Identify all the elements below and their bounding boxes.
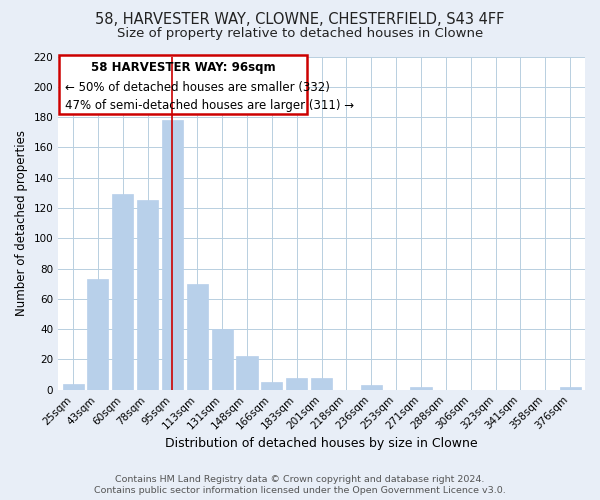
Bar <box>137 200 158 390</box>
Text: ← 50% of detached houses are smaller (332): ← 50% of detached houses are smaller (33… <box>65 81 329 94</box>
Bar <box>236 356 257 390</box>
Text: 47% of semi-detached houses are larger (311) →: 47% of semi-detached houses are larger (… <box>65 98 354 112</box>
Text: Size of property relative to detached houses in Clowne: Size of property relative to detached ho… <box>117 28 483 40</box>
Text: 58, HARVESTER WAY, CLOWNE, CHESTERFIELD, S43 4FF: 58, HARVESTER WAY, CLOWNE, CHESTERFIELD,… <box>95 12 505 28</box>
Y-axis label: Number of detached properties: Number of detached properties <box>15 130 28 316</box>
X-axis label: Distribution of detached houses by size in Clowne: Distribution of detached houses by size … <box>165 437 478 450</box>
Bar <box>410 386 431 390</box>
Bar <box>286 378 307 390</box>
FancyBboxPatch shape <box>59 55 307 114</box>
Bar <box>311 378 332 390</box>
Bar <box>162 120 183 390</box>
Text: 58 HARVESTER WAY: 96sqm: 58 HARVESTER WAY: 96sqm <box>91 62 275 74</box>
Text: Contains public sector information licensed under the Open Government Licence v3: Contains public sector information licen… <box>94 486 506 495</box>
Bar <box>560 386 581 390</box>
Bar <box>112 194 133 390</box>
Bar <box>187 284 208 390</box>
Bar <box>62 384 83 390</box>
Bar <box>88 279 109 390</box>
Text: Contains HM Land Registry data © Crown copyright and database right 2024.: Contains HM Land Registry data © Crown c… <box>115 475 485 484</box>
Bar <box>262 382 283 390</box>
Bar <box>212 329 233 390</box>
Bar <box>361 385 382 390</box>
